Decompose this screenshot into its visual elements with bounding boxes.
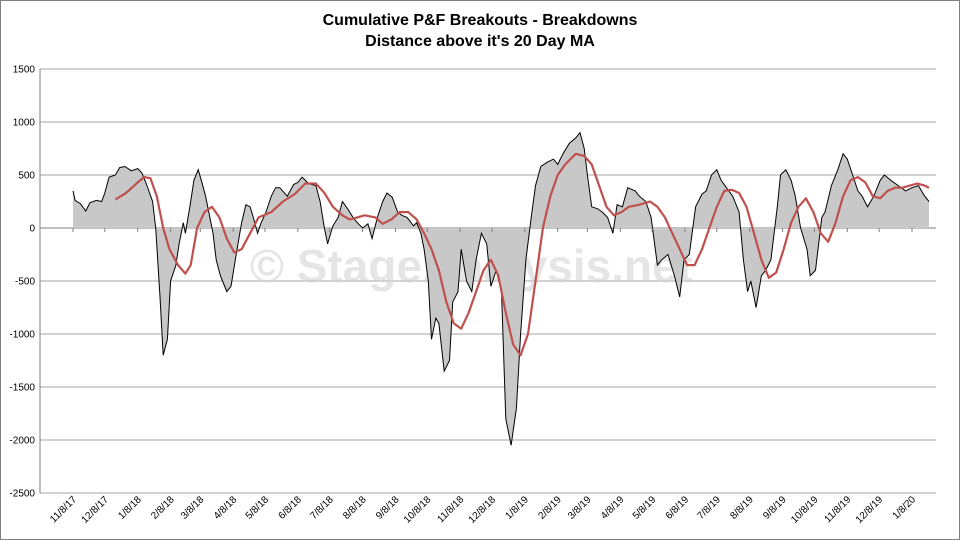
x-tick-label: 4/8/19 — [599, 494, 627, 522]
x-tick-label: 11/8/18 — [435, 494, 466, 525]
x-tick-label: 3/8/18 — [179, 494, 207, 522]
x-tick-label: 5/8/19 — [631, 494, 659, 522]
x-tick-label: 12/8/17 — [80, 494, 112, 526]
chart-title-block: Cumulative P&F Breakouts - Breakdowns Di… — [0, 10, 960, 52]
y-tick-label: 1000 — [13, 118, 36, 129]
x-tick-label: 1/8/20 — [891, 494, 919, 522]
x-tick-label: 10/8/18 — [402, 494, 434, 526]
y-tick-label: 1500 — [13, 65, 36, 76]
x-tick-label: 7/8/19 — [696, 494, 724, 522]
x-tick-label: 2/8/18 — [149, 494, 177, 522]
x-tick-label: 5/8/18 — [244, 494, 272, 522]
chart-title: Cumulative P&F Breakouts - Breakdowns — [322, 12, 638, 29]
x-tick-label: 11/8/17 — [48, 494, 79, 525]
x-tick-label: 11/8/19 — [823, 494, 854, 525]
x-tick-label: 6/8/19 — [664, 494, 692, 522]
y-tick-label: 500 — [18, 171, 35, 182]
y-tick-label: -2500 — [9, 489, 35, 500]
area-series-line — [72, 131, 930, 446]
x-tick-label: 7/8/18 — [308, 494, 336, 522]
x-tick-label: 2/8/19 — [536, 494, 564, 522]
x-tick-label: 12/8/18 — [467, 494, 499, 526]
y-tick-label: 0 — [29, 224, 35, 235]
x-tick-label: 12/8/19 — [854, 494, 886, 526]
y-axis: 1500 1000 500 0 -500 -1000 -1500 -2000 -2500 — [9, 65, 41, 500]
plot-area — [72, 131, 930, 446]
y-tick-label: -1000 — [9, 330, 35, 341]
x-tick-label: 1/8/19 — [504, 494, 532, 522]
x-tick-label: 4/8/18 — [212, 494, 240, 522]
x-tick-label: 6/8/18 — [277, 494, 305, 522]
x-tick-label: 9/8/18 — [374, 494, 402, 522]
x-tick-label: 3/8/19 — [566, 494, 594, 522]
chart-subtitle: Distance above it's 20 Day MA — [365, 33, 595, 50]
y-tick-label: -1500 — [9, 383, 35, 394]
x-tick-label: 1/8/18 — [116, 494, 144, 522]
x-tick-label: 8/8/18 — [341, 494, 369, 522]
x-tick-label: 8/8/19 — [728, 494, 756, 522]
y-tick-label: -2000 — [9, 436, 35, 447]
y-tick-label: -500 — [15, 277, 35, 288]
x-tick-label: 10/8/19 — [789, 494, 821, 526]
ma-series-line — [114, 152, 930, 357]
x-tick-label: 9/8/19 — [761, 494, 789, 522]
